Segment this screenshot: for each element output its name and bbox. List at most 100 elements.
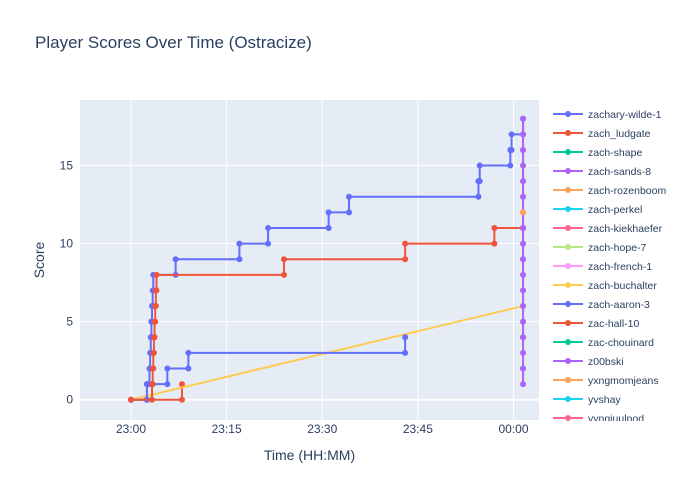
data-point[interactable] — [265, 225, 272, 231]
data-point[interactable] — [149, 396, 156, 403]
data-point[interactable] — [346, 209, 353, 216]
data-point[interactable] — [164, 365, 171, 372]
legend-label: zach_ludgate — [588, 128, 651, 140]
legend-label: zachary-wilde-1 — [588, 109, 662, 121]
legend-item[interactable]: zach-french-1 — [553, 261, 652, 273]
legend-item[interactable]: zach-kiekhaefer — [553, 223, 663, 235]
data-point[interactable] — [520, 146, 527, 153]
data-point[interactable] — [281, 256, 287, 263]
data-point[interactable] — [520, 209, 527, 216]
legend-marker — [565, 415, 571, 421]
data-point[interactable] — [520, 178, 527, 185]
data-point[interactable] — [236, 240, 243, 247]
legend-item[interactable]: yvshay — [553, 394, 621, 406]
legend-item[interactable]: zac-chouinard — [553, 337, 654, 349]
legend-marker — [565, 111, 571, 117]
data-point[interactable] — [150, 349, 157, 356]
data-point[interactable] — [520, 318, 527, 325]
legend-marker — [565, 130, 571, 136]
data-point[interactable] — [520, 303, 527, 310]
legend-item[interactable]: zach-shape — [553, 147, 642, 159]
data-point[interactable] — [520, 271, 527, 278]
data-point[interactable] — [520, 287, 527, 294]
data-point[interactable] — [402, 349, 409, 356]
legend-label: zach-kiekhaefer — [588, 223, 663, 235]
legend-label: yvshay — [588, 394, 621, 406]
data-point[interactable] — [520, 365, 527, 372]
data-point[interactable] — [346, 193, 353, 200]
data-point[interactable] — [185, 349, 192, 356]
data-point[interactable] — [508, 131, 515, 138]
legend-marker — [565, 244, 571, 250]
data-point[interactable] — [491, 225, 498, 231]
data-point[interactable] — [520, 256, 527, 263]
legend[interactable]: zachary-wilde-1 zach_ludgate zach-shape zac… — [548, 100, 688, 421]
data-point[interactable] — [265, 240, 272, 247]
chart-title: Player Scores Over Time (Ostracize) — [35, 33, 312, 52]
legend-marker — [565, 396, 571, 402]
data-point[interactable] — [152, 303, 159, 310]
data-point[interactable] — [150, 365, 157, 372]
legend-item[interactable]: yxngmomjeans — [553, 375, 659, 387]
data-point[interactable] — [402, 334, 409, 341]
data-point[interactable] — [491, 240, 498, 247]
legend-item[interactable]: zach-perkel — [553, 204, 642, 216]
data-point[interactable] — [476, 178, 483, 185]
data-point[interactable] — [153, 287, 160, 294]
legend-item[interactable]: zachary-wilde-1 — [553, 109, 662, 121]
y-tick-label: 0 — [66, 393, 73, 407]
legend-marker — [565, 301, 571, 307]
data-point[interactable] — [508, 146, 515, 153]
data-point[interactable] — [520, 162, 527, 169]
legend-marker — [565, 149, 571, 155]
data-point[interactable] — [164, 381, 171, 388]
data-point[interactable] — [507, 162, 514, 169]
data-point[interactable] — [281, 271, 287, 278]
data-point[interactable] — [143, 381, 150, 388]
data-point[interactable] — [236, 256, 243, 263]
data-point[interactable] — [520, 115, 527, 122]
data-point[interactable] — [402, 256, 409, 263]
legend-item[interactable]: zach_ludgate — [553, 128, 651, 140]
data-point[interactable] — [185, 365, 192, 372]
data-point[interactable] — [128, 396, 134, 403]
legend-item[interactable]: z00bski — [553, 356, 624, 368]
data-point[interactable] — [325, 209, 332, 216]
data-point[interactable] — [520, 131, 527, 138]
legend-label: zac-hall-10 — [588, 318, 640, 330]
legend-item[interactable]: zach-hope-7 — [553, 242, 647, 254]
data-point[interactable] — [172, 256, 179, 263]
data-point[interactable] — [402, 240, 409, 247]
y-axis-label: Score — [31, 242, 47, 279]
data-point[interactable] — [520, 225, 527, 231]
data-point[interactable] — [151, 334, 158, 341]
legend-item[interactable]: zach-sands-8 — [553, 166, 651, 178]
data-point[interactable] — [149, 381, 156, 388]
data-point[interactable] — [520, 334, 527, 341]
data-point[interactable] — [179, 381, 185, 388]
legend-item[interactable]: zach-rozenboom — [553, 185, 666, 197]
legend-marker — [565, 187, 571, 193]
data-point[interactable] — [476, 162, 483, 169]
data-point[interactable] — [520, 240, 527, 247]
data-point[interactable] — [520, 349, 527, 356]
data-point[interactable] — [325, 225, 332, 231]
legend-label: zach-french-1 — [588, 261, 652, 273]
legend-marker — [565, 339, 571, 345]
data-point[interactable] — [152, 318, 159, 325]
legend-item[interactable]: zach-buchalter — [553, 280, 657, 292]
data-point[interactable] — [520, 193, 527, 200]
legend-item[interactable]: yyngjuulpod — [553, 413, 644, 421]
legend-item[interactable]: zach-aaron-3 — [553, 299, 650, 311]
legend-label: yyngjuulpod — [588, 413, 644, 421]
legend-label: zach-sands-8 — [588, 166, 651, 178]
data-point[interactable] — [153, 271, 160, 278]
data-point[interactable] — [475, 193, 482, 200]
y-tick-label: 5 — [66, 315, 73, 329]
data-point[interactable] — [520, 381, 527, 388]
legend-marker — [565, 320, 571, 326]
legend-item[interactable]: zac-hall-10 — [553, 318, 640, 330]
legend-label: zach-aaron-3 — [588, 299, 650, 311]
data-point[interactable] — [179, 396, 185, 403]
